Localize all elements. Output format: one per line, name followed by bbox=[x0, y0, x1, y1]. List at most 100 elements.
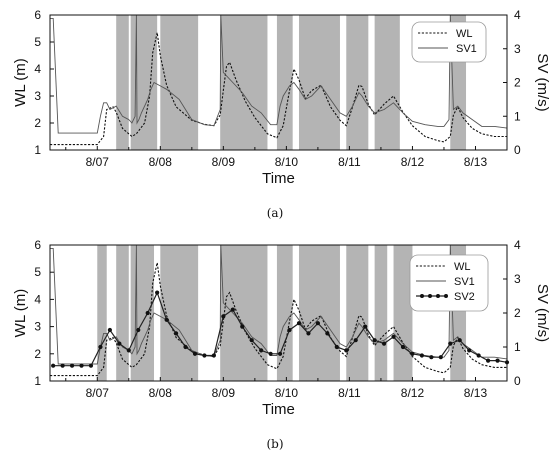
series-point-sv2 bbox=[249, 338, 254, 343]
series-point-sv2 bbox=[438, 355, 443, 360]
legend-label-wl: WL bbox=[456, 28, 473, 40]
x-tick-label: 8/08 bbox=[149, 386, 173, 400]
series-point-sv2 bbox=[240, 324, 245, 329]
y-tick-label: 1 bbox=[34, 143, 41, 157]
x-tick-label: 8/13 bbox=[464, 386, 488, 400]
y2-tick-label: 0 bbox=[514, 143, 521, 157]
series-point-sv2 bbox=[495, 358, 500, 363]
series-point-sv2 bbox=[429, 355, 434, 360]
shaded-period-0 bbox=[116, 15, 129, 150]
y-axis-label: WL (m) bbox=[12, 289, 29, 338]
series-point-sv2 bbox=[391, 334, 396, 339]
series-point-sv2 bbox=[69, 363, 75, 368]
x-tick-label: 8/09 bbox=[212, 155, 236, 169]
series-point-sv2 bbox=[410, 351, 415, 356]
legend-label-sv2: SV2 bbox=[454, 291, 475, 303]
series-point-sv2 bbox=[325, 331, 330, 336]
series-point-sv2 bbox=[79, 363, 84, 368]
x-tick-label: 8/12 bbox=[401, 386, 425, 400]
shaded-period-7 bbox=[346, 245, 369, 381]
y2-tick-label: 4 bbox=[514, 8, 521, 22]
y-tick-label: 2 bbox=[34, 347, 41, 361]
legend-label-sv1: SV1 bbox=[456, 43, 477, 55]
series-point-sv2 bbox=[268, 351, 273, 356]
shaded-period-3 bbox=[220, 15, 268, 150]
shaded-periods bbox=[97, 245, 467, 381]
legend-marker bbox=[444, 294, 448, 298]
shaded-period-0 bbox=[97, 245, 107, 381]
y2-tick-label: 3 bbox=[514, 42, 521, 56]
y2-axis-label: SV (m/s) bbox=[534, 53, 550, 111]
y-tick-label: 2 bbox=[34, 116, 41, 130]
series-line-sv1 bbox=[50, 15, 507, 134]
series-point-sv2 bbox=[344, 348, 349, 353]
series-point-sv2 bbox=[60, 363, 65, 368]
shaded-period-5 bbox=[298, 15, 340, 150]
shaded-periods bbox=[116, 15, 467, 150]
series-point-sv2 bbox=[173, 331, 179, 336]
series-point-sv2 bbox=[183, 344, 188, 350]
series-point-sv2 bbox=[192, 351, 198, 356]
series-point-sv2 bbox=[51, 363, 56, 368]
y2-tick-label: 2 bbox=[514, 76, 521, 90]
shaded-period-6 bbox=[346, 15, 369, 150]
y-axis-label: WL (m) bbox=[12, 58, 29, 107]
shaded-period-3 bbox=[160, 245, 199, 381]
series-point-sv2 bbox=[287, 327, 292, 333]
y-tick-label: 6 bbox=[34, 238, 41, 252]
y2-tick-label: 2 bbox=[514, 306, 521, 320]
panel-caption: (b) bbox=[266, 437, 283, 451]
series-point-sv2 bbox=[98, 344, 103, 350]
x-tick-label: 8/13 bbox=[464, 155, 488, 169]
x-axis-label: Time bbox=[262, 401, 295, 418]
y-tick-label: 5 bbox=[34, 35, 41, 49]
series-point-sv2 bbox=[381, 341, 387, 346]
y-tick-label: 3 bbox=[34, 320, 41, 334]
x-tick-label: 8/12 bbox=[401, 155, 425, 169]
series-point-sv2 bbox=[221, 314, 226, 319]
series-point-sv2 bbox=[476, 353, 481, 358]
shaded-period-8 bbox=[374, 245, 388, 381]
series-point-sv2 bbox=[107, 327, 112, 333]
shaded-period-5 bbox=[276, 245, 293, 381]
x-tick-label: 8/10 bbox=[275, 386, 299, 400]
legend: WL SV1 bbox=[411, 21, 487, 63]
y2-axis-label: SV (m/s) bbox=[534, 284, 550, 342]
series-point-sv2 bbox=[315, 321, 320, 326]
series-point-sv2 bbox=[136, 327, 141, 333]
series-point-sv2 bbox=[155, 290, 160, 295]
shaded-period-4 bbox=[276, 15, 293, 150]
y-tick-label: 1 bbox=[34, 374, 41, 388]
shaded-period-7 bbox=[374, 15, 400, 150]
legend: WL SV1 SV2 bbox=[409, 254, 489, 312]
series-point-sv2 bbox=[117, 341, 122, 346]
x-tick-label: 8/11 bbox=[338, 386, 361, 400]
series-point-sv2 bbox=[419, 353, 425, 358]
series-point-sv2 bbox=[353, 338, 358, 343]
series-point-sv2 bbox=[211, 353, 216, 358]
series-point-sv2 bbox=[259, 348, 264, 353]
shaded-period-6 bbox=[298, 245, 340, 381]
y2-tick-label: 3 bbox=[514, 272, 521, 286]
chart-panel-1: 1 2 3 4 5 6 0 1 2 3 4 8/07 8/08 8/09 8/10 8/11 8/12 8/13 T… bbox=[12, 8, 550, 220]
shaded-period-2 bbox=[160, 15, 199, 150]
y-tick-label: 4 bbox=[34, 62, 41, 76]
series-line-wl bbox=[50, 32, 507, 146]
legend-marker bbox=[420, 294, 424, 298]
series-point-sv2 bbox=[400, 344, 406, 350]
chart-panel-2: 1 2 3 4 5 6 0 1 2 3 4 8/07 8/08 8/09 8/10 8/11 8/12 8/13 T… bbox=[12, 238, 550, 451]
series-point-sv2 bbox=[230, 307, 235, 312]
x-tick-label: 8/08 bbox=[149, 155, 173, 169]
y2-tick-label: 1 bbox=[514, 340, 521, 354]
series-point-sv2 bbox=[145, 310, 150, 316]
series-point-sv2 bbox=[363, 324, 368, 329]
series-point-sv2 bbox=[448, 341, 453, 346]
legend-marker bbox=[436, 294, 440, 298]
x-tick-label: 8/11 bbox=[338, 155, 361, 169]
series-line-wl bbox=[50, 262, 507, 377]
panel-caption: (a) bbox=[267, 206, 284, 220]
series-point-sv2 bbox=[88, 363, 94, 368]
x-tick-label: 8/07 bbox=[86, 155, 110, 169]
legend-label-sv1: SV1 bbox=[454, 276, 475, 288]
y2-tick-label: 4 bbox=[514, 238, 521, 252]
